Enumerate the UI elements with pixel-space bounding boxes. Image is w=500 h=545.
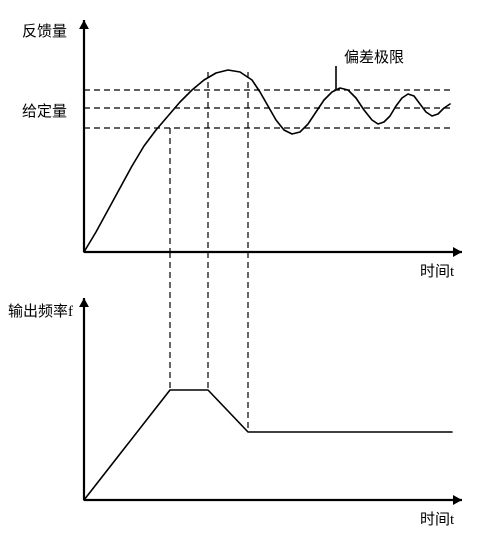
top-y-axis-label: 反馈量	[22, 20, 67, 41]
bottom-x-axis-label: 时间t	[420, 508, 454, 529]
top-x-axis-label: 时间t	[420, 260, 454, 281]
setpoint-label: 给定量	[22, 100, 67, 121]
bottom-y-axis-label: 输出频率f	[8, 300, 73, 321]
deviation-limit-label: 偏差极限	[344, 46, 404, 67]
